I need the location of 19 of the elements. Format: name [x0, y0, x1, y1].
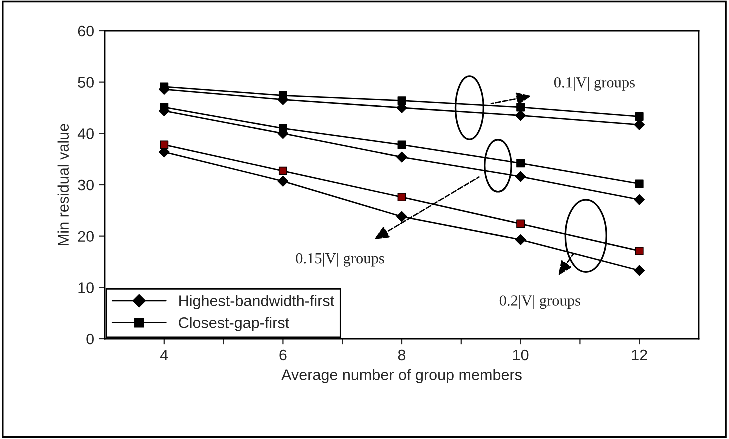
y-tick-label: 20: [78, 231, 94, 242]
x-axis-title: Average number of group members: [282, 369, 522, 384]
x-tick-label: 12: [632, 350, 648, 360]
x-tick-label: 8: [398, 350, 406, 361]
y-tick-label: 60: [78, 26, 94, 37]
y-tick-label: 40: [78, 128, 94, 140]
y-tick-label: 50: [78, 77, 94, 88]
x-tick-label: 10: [513, 350, 529, 361]
y-tick-label: 10: [78, 282, 94, 294]
y-tick-label: 30: [78, 180, 94, 191]
y-tick-label: 0: [86, 334, 94, 345]
legend-label: Closest-gap-first: [179, 317, 290, 332]
annotation: 0.1|V| groups: [554, 77, 635, 91]
y-axis-title: Min residual value: [58, 124, 70, 246]
x-tick-label: 6: [280, 350, 287, 361]
annotation: 0.2|V| groups: [500, 295, 580, 310]
legend-label: Highest-bandwidth-first: [180, 295, 334, 310]
annotation: 0.15|V| groups: [296, 252, 384, 267]
x-tick-label: 4: [160, 350, 168, 360]
